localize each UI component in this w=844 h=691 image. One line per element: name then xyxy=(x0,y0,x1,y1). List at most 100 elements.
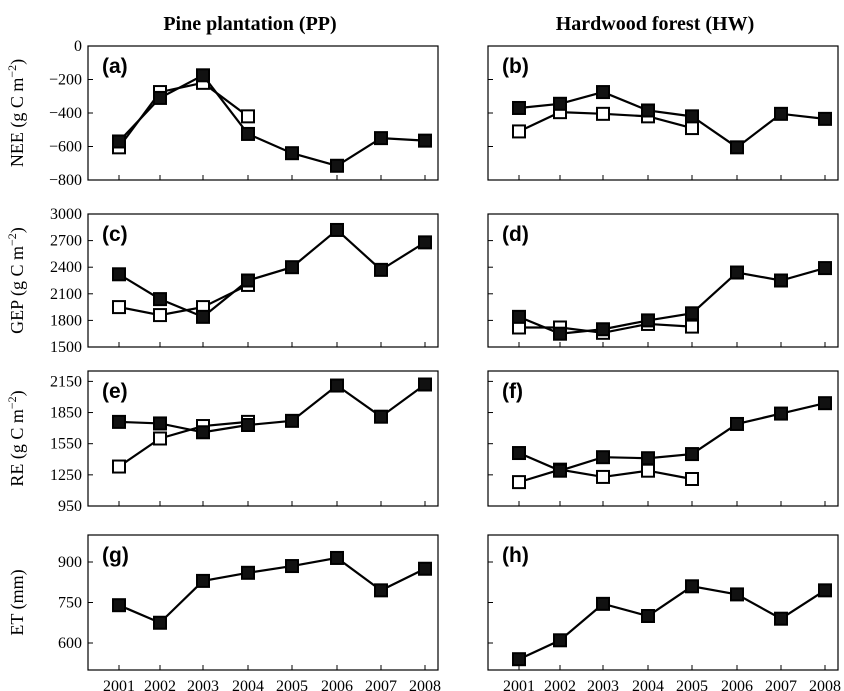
data-point-f-0-4 xyxy=(685,447,699,462)
data-point-a-0-1 xyxy=(153,90,167,105)
x-tick-label-g-1: 2002 xyxy=(144,678,176,691)
x-tick-label-h-4: 2005 xyxy=(676,678,708,691)
series-line-c-0 xyxy=(118,228,426,319)
panel-label-c: (c) xyxy=(102,223,128,246)
y-tick-label-g-0: 900 xyxy=(58,554,82,571)
data-point-h-0-7 xyxy=(818,583,832,598)
data-point-e-0-3 xyxy=(241,418,255,432)
data-point-h-0-6 xyxy=(774,611,788,626)
data-point-a-0-6 xyxy=(374,131,388,146)
panel-c: (c) 3000 2700 2400 2100 1800 1500 GEP (g C m−2) xyxy=(5,206,439,356)
data-point-b-0-5 xyxy=(730,140,744,155)
y-tick-label-c-1: 2700 xyxy=(50,233,82,250)
data-point-f-0-0 xyxy=(512,446,526,461)
x-tick-label-g-0: 2001 xyxy=(103,678,135,691)
data-point-e-0-4 xyxy=(285,413,299,428)
data-point-f-0-2 xyxy=(596,450,610,465)
data-point-d-0-0 xyxy=(512,309,526,324)
data-point-d-0-6 xyxy=(774,273,788,288)
x-tick-label-h-2: 2003 xyxy=(587,678,619,691)
panel-label-f: (f) xyxy=(502,380,523,403)
data-point-f-1-3 xyxy=(641,463,655,478)
y-tick-label-e-1: 1850 xyxy=(50,405,82,422)
panel-e: (e) 2150 1850 1550 1250 950 RE (g C m−2) xyxy=(5,370,439,515)
data-point-f-0-3 xyxy=(641,451,655,466)
column-title-hardwood: Hardwood forest (HW) xyxy=(556,13,755,35)
data-point-d-0-7 xyxy=(818,261,832,276)
x-tick-label-h-0: 2001 xyxy=(503,678,535,691)
data-point-d-0-3 xyxy=(641,313,655,328)
data-point-a-0-2 xyxy=(196,68,210,83)
data-point-g-0-5 xyxy=(330,550,344,565)
series-line-c-1 xyxy=(118,283,249,317)
x-tick-label-h-7: 2008 xyxy=(809,678,841,691)
data-point-c-0-3 xyxy=(241,273,255,288)
data-point-c-0-1 xyxy=(153,292,167,307)
panel-label-b: (b) xyxy=(502,55,529,78)
data-point-e-0-2 xyxy=(196,425,210,440)
panel-frame-a xyxy=(87,45,439,181)
data-point-d-0-4 xyxy=(685,306,699,321)
data-point-f-1-0 xyxy=(512,475,526,490)
data-point-f-1-4 xyxy=(685,472,699,486)
data-point-d-0-1 xyxy=(553,326,567,341)
series-line-b-0 xyxy=(518,90,826,149)
column-title-pine: Pine plantation (PP) xyxy=(163,13,336,35)
panel-g: (g) 900 750 600 2001 2002 2003 2004 2005 2006 2007… xyxy=(7,534,441,691)
data-point-a-0-0 xyxy=(112,134,126,149)
x-tick-label-h-1: 2002 xyxy=(544,678,576,691)
data-point-d-0-2 xyxy=(596,322,610,337)
series-line-g-0 xyxy=(118,556,426,625)
data-point-h-0-3 xyxy=(641,609,655,623)
panel-h: (h) 2001 2002 2003 2004 2005 2006 2007 2008 xyxy=(487,534,841,691)
data-point-e-0-6 xyxy=(374,409,388,424)
data-point-c-0-7 xyxy=(418,235,432,250)
y-tick-label-e-0: 2150 xyxy=(50,373,82,390)
panel-frame-e xyxy=(87,370,439,507)
data-point-g-0-3 xyxy=(241,565,255,580)
data-point-g-0-7 xyxy=(418,561,432,576)
panel-label-d: (d) xyxy=(502,223,529,246)
data-point-h-0-5 xyxy=(730,587,744,602)
x-tick-label-g-3: 2004 xyxy=(232,678,264,691)
data-point-g-0-1 xyxy=(153,615,167,630)
x-tick-label-g-2: 2003 xyxy=(187,678,219,691)
y-tick-label-g-2: 600 xyxy=(58,635,82,652)
panel-a: (a) 0 −200 −400 −600 −800 NEE (g C m−2) xyxy=(5,38,439,189)
data-point-h-0-1 xyxy=(553,633,567,648)
series-line-e-0 xyxy=(118,383,426,434)
series-line-f-0 xyxy=(518,402,826,472)
data-point-g-0-4 xyxy=(285,559,299,574)
data-point-b-0-4 xyxy=(685,109,699,124)
data-point-c-0-4 xyxy=(285,260,299,275)
data-point-e-0-5 xyxy=(330,378,344,393)
series-line-a-0 xyxy=(118,73,426,167)
y-axis-label-e: RE (g C m−2) xyxy=(5,390,28,486)
y-tick-label-c-5: 1500 xyxy=(50,339,82,356)
data-point-h-0-2 xyxy=(596,596,610,611)
data-point-a-0-5 xyxy=(330,158,344,173)
y-tick-label-a-2: −400 xyxy=(49,105,82,122)
y-axis-label-a: NEE (g C m−2) xyxy=(5,59,28,167)
x-tick-label-h-6: 2007 xyxy=(765,678,797,691)
data-point-d-0-5 xyxy=(730,265,744,280)
series-line-a-1 xyxy=(118,81,249,148)
y-axis-label-g: ET (mm) xyxy=(7,569,28,635)
data-point-e-0-7 xyxy=(418,377,432,392)
y-tick-label-c-2: 2400 xyxy=(50,259,82,276)
data-point-h-0-0 xyxy=(512,652,526,667)
data-point-g-0-2 xyxy=(196,573,210,588)
x-tick-label-g-5: 2006 xyxy=(321,678,353,691)
panel-frame-f xyxy=(487,370,839,507)
data-point-f-0-1 xyxy=(553,463,567,478)
data-point-e-0-0 xyxy=(112,414,126,429)
panel-frame-d xyxy=(487,213,839,348)
panel-label-e: (e) xyxy=(102,380,128,403)
data-point-c-0-5 xyxy=(330,222,344,237)
x-tick-label-h-5: 2006 xyxy=(721,678,753,691)
panel-label-h: (h) xyxy=(502,544,529,567)
data-point-f-0-5 xyxy=(730,416,744,431)
y-tick-label-g-1: 750 xyxy=(58,595,82,612)
data-point-b-1-4 xyxy=(685,121,699,136)
data-point-e-1-0 xyxy=(112,459,126,474)
